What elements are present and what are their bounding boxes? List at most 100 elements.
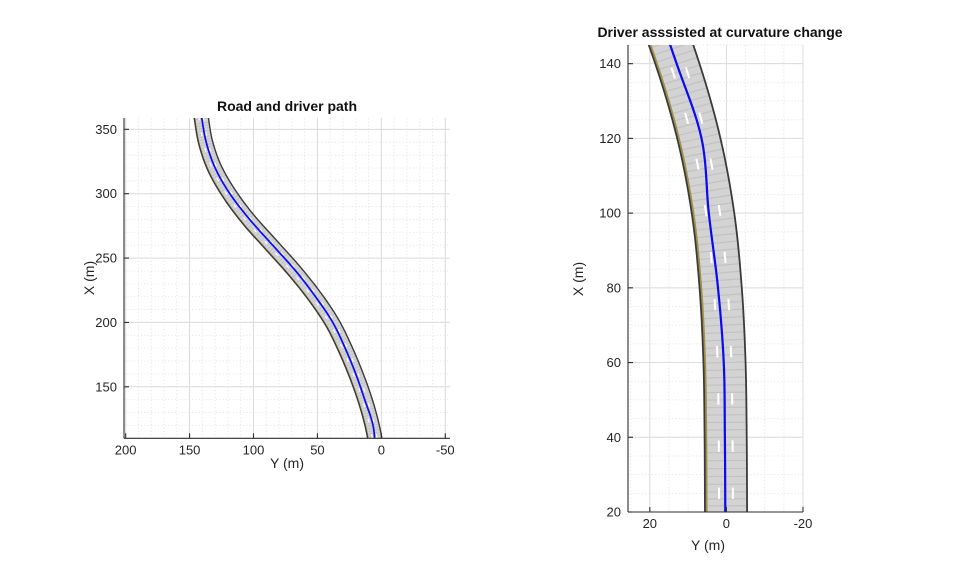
road-hatch-line	[374, 489, 387, 490]
road-group	[193, 118, 387, 498]
y-tick-label: 140	[599, 56, 621, 71]
road-border-line	[692, 45, 748, 512]
lane-dash-line	[677, 45, 734, 512]
road-hatch-line	[373, 474, 386, 475]
road-hatch-line	[247, 219, 259, 230]
y-tick-label: 120	[599, 131, 621, 146]
road-hatch-line	[673, 110, 713, 122]
road-hatch-line	[364, 420, 379, 425]
right-plot: 20 0 -20 20 40 60 80 100 120 140	[599, 4, 813, 531]
road-hatch-line	[373, 482, 386, 483]
x-tick-label: 200	[115, 442, 137, 457]
lane-dash-line	[662, 45, 721, 512]
road-hatch-line	[682, 148, 723, 159]
road-hatch-line	[238, 209, 250, 219]
road-hatch-line	[690, 194, 731, 202]
road-hatch-line	[697, 248, 738, 253]
road-hatch-line	[669, 95, 709, 107]
road-hatch-line	[688, 179, 729, 188]
road-hatch-line	[694, 225, 736, 232]
y-tick-label: 20	[607, 505, 621, 520]
road-hatch-line	[236, 207, 248, 217]
road-surface	[648, 45, 748, 512]
road-hatch-line	[373, 479, 386, 480]
y-tick-label: 350	[95, 122, 117, 137]
road-hatch-line	[372, 436, 382, 439]
road-hatch-line	[693, 209, 733, 217]
road-hatch-line	[689, 186, 730, 195]
road-hatch-line	[273, 248, 284, 258]
road-hatch-line	[293, 271, 305, 281]
road-hatch-line	[284, 260, 296, 271]
road-hatch-line	[698, 255, 739, 261]
left-plot-ylabel: X (m)	[81, 260, 97, 296]
y-tick-label: 80	[607, 280, 621, 295]
road-hatch-line	[254, 227, 265, 238]
road-hatch-line	[365, 423, 379, 428]
y-tick-label: 300	[95, 186, 117, 201]
road-hatch-line	[240, 212, 252, 222]
road-hatch-line	[702, 316, 743, 320]
right-plot-ylabel: X (m)	[570, 261, 586, 297]
road-hatch-line	[694, 217, 735, 224]
road-hatch-line	[268, 242, 279, 253]
road-hatch-line	[701, 293, 742, 298]
road-hatch-line	[374, 497, 387, 498]
left-plot-title: Road and driver path	[216, 98, 358, 114]
road-hatch-line	[289, 266, 300, 276]
road-hatch-line	[640, 4, 678, 18]
x-tick-label: 50	[310, 442, 324, 457]
road-surface	[194, 118, 382, 439]
y-tick-label: 200	[95, 315, 117, 330]
road-hatch-line	[286, 263, 298, 274]
road-hatch-line	[256, 229, 268, 240]
y-tick-label: 250	[95, 251, 117, 266]
road-hatch-line	[696, 240, 737, 246]
road-border-line	[647, 45, 706, 512]
road-hatch-line	[698, 263, 739, 268]
road-edge-yellow-line	[649, 45, 708, 512]
y-tick-label: 150	[95, 379, 117, 394]
x-tick-label: 150	[179, 442, 201, 457]
x-tick-label: 100	[243, 442, 265, 457]
road-hatch-line	[373, 484, 386, 485]
road-hatch-line	[280, 255, 291, 266]
road-hatch-line	[699, 270, 740, 276]
x-tick-label: 0	[378, 442, 385, 457]
road-hatch-line	[702, 323, 744, 327]
road-hatch-line	[270, 245, 282, 256]
road-hatch-line	[373, 476, 386, 477]
road-hatch-line	[263, 237, 275, 248]
road-hatch-line	[680, 141, 721, 151]
road-hatch-line	[701, 300, 742, 305]
road-hatch-line	[650, 45, 661, 49]
road-hatch-line	[691, 202, 732, 210]
road-hatch-line	[242, 214, 254, 225]
x-tick-label: 20	[643, 516, 657, 531]
y-tick-label: 40	[607, 430, 621, 445]
road-hatch-line	[374, 492, 387, 493]
road-hatch-line	[699, 278, 741, 283]
road-hatch-line	[702, 308, 743, 312]
road-hatch-line	[275, 250, 286, 261]
road-hatch-line	[700, 285, 741, 290]
road-group	[640, 4, 748, 512]
x-tick-label: 0	[723, 516, 730, 531]
road-hatch-line	[282, 258, 293, 269]
driver-path-line	[669, 45, 727, 512]
road-hatch-line	[703, 338, 744, 342]
road-hatch-line	[677, 125, 717, 137]
road-hatch-line	[291, 268, 303, 279]
road-border-line	[207, 118, 383, 439]
road-hatch-line	[266, 240, 277, 251]
right-plot-xlabel: Y (m)	[691, 537, 725, 553]
y-tick-label: 100	[599, 206, 621, 221]
road-hatch-line	[245, 217, 256, 227]
road-hatch-line	[261, 235, 272, 245]
road-hatch-line	[277, 253, 289, 263]
road-hatch-line	[295, 274, 307, 284]
x-tick-label: -20	[794, 516, 813, 531]
road-hatch-line	[373, 487, 386, 488]
